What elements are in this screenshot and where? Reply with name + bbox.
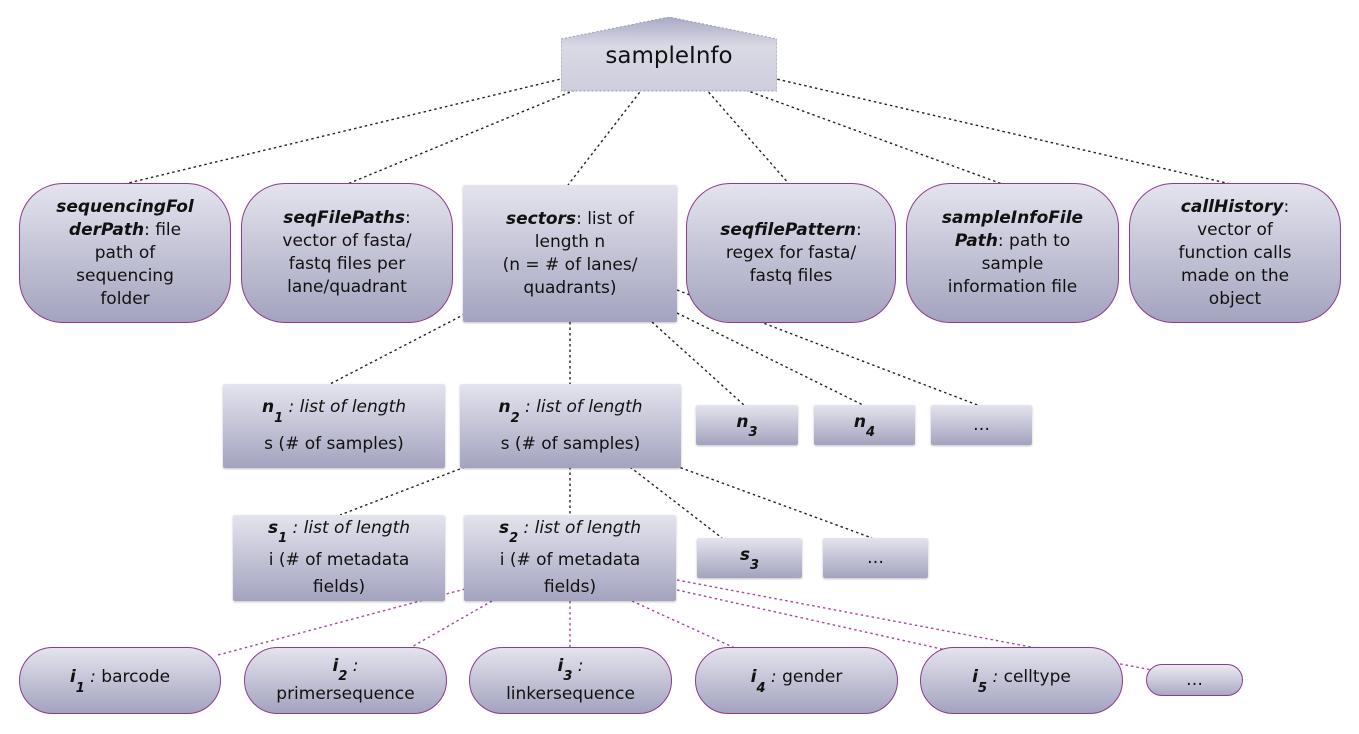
field-desc: : [405, 208, 411, 228]
field-sectors: sectors: list of length n (n = # of lanes/… [463, 185, 677, 322]
connector-sectors-n1 [329, 313, 466, 385]
field-sequencing-folder-path: sequencingFol derPath: file path of sequenc… [19, 183, 231, 323]
field-name: callHistory [1180, 196, 1284, 217]
field-name: Path [954, 231, 998, 251]
field-desc: function calls [1178, 242, 1292, 263]
field-name: seqfilePattern [720, 219, 856, 240]
lane-node-n3: n3 [696, 405, 798, 445]
field-name: derPath [68, 219, 145, 240]
sample-node-more: … [823, 538, 928, 578]
field-desc: path of [94, 242, 156, 263]
field-desc: (n = # of lanes/ [502, 254, 638, 275]
connector-s2-i4 [631, 600, 736, 649]
field-desc: fastq files per [288, 254, 406, 274]
field-desc: : [1283, 196, 1290, 217]
connector-sectors-more [676, 289, 981, 407]
field-desc: folder [100, 288, 150, 309]
sample-node-s3: s3 [697, 538, 802, 578]
field-desc: length n [534, 231, 606, 252]
field-name: sequencingFol [56, 196, 194, 217]
field-desc: quadrants) [523, 277, 617, 298]
field-seqfile-pattern: seqfilePattern: regex for fasta/fastq fil… [686, 183, 896, 323]
metadata-node-i5: i5 : celltype [920, 647, 1123, 714]
field-desc: vector of fasta/ [282, 231, 412, 251]
field-seq-file-paths: seqFilePaths: vector of fasta/fastq files… [241, 183, 453, 323]
metadata-node-i1: i1 : barcode [19, 647, 221, 714]
field-call-history: callHistory: vector of function calls made … [1129, 183, 1341, 323]
field-desc: sequencing [76, 265, 174, 286]
connector-s2-i1 [217, 588, 466, 656]
field-name: seqFilePaths [283, 208, 406, 228]
field-desc: : path to [997, 231, 1071, 251]
lane-node-more: … [931, 405, 1032, 445]
field-desc: fastq files [749, 265, 833, 286]
field-desc: lane/quadrant [287, 277, 407, 297]
connector-root-seqfolder [119, 77, 566, 186]
field-desc: information file [947, 277, 1078, 297]
field-name: sectors [506, 208, 577, 229]
lane-node-n4: n4 [814, 405, 915, 445]
metadata-node-more: … [1146, 664, 1243, 696]
connector-n2-more [664, 461, 873, 539]
connector-sectors-n4 [676, 312, 866, 407]
root-label: sampleInfo [605, 43, 732, 69]
sample-node-s1: s1 : list of length i (# of metadata field… [233, 515, 445, 601]
connector-root-seqfilepattern [704, 87, 791, 186]
field-desc: : list of [576, 208, 634, 229]
field-desc: regex for fasta/ [725, 242, 857, 263]
sample-node-s2: s2 : list of length i (# of metadata field… [464, 515, 676, 601]
connector-sectors-n3 [651, 321, 746, 407]
connector-root-seqfilepaths [344, 87, 581, 186]
field-desc: : [855, 219, 862, 240]
connector-root-sampleinfofilepath [739, 87, 1006, 186]
metadata-node-i4: i4 : gender [695, 647, 898, 714]
connector-root-sectors [567, 87, 644, 186]
root-node: sampleInfo [561, 17, 777, 92]
connector-s2-more [676, 579, 1169, 674]
metadata-node-i3: i3 : linkersequence [469, 647, 672, 714]
connector-n2-s1 [339, 466, 466, 516]
lane-node-n2: n2 : list of length s (# of samples) [460, 384, 681, 468]
connector-s2-i5 [676, 589, 956, 653]
metadata-node-i2: i2 : primersequence [244, 647, 447, 714]
connector-s2-i2 [409, 600, 493, 649]
connector-root-callhistory [771, 77, 1236, 186]
field-desc: object [1208, 288, 1262, 309]
field-desc: vector of [1197, 219, 1273, 240]
lane-node-n1: n1 : list of length s (# of samples) [223, 384, 445, 468]
field-desc: sample [981, 254, 1044, 274]
field-sample-info-file-path: sampleInfoFile Path: path to sample informa… [906, 183, 1119, 323]
field-name: sampleInfoFile [941, 208, 1084, 228]
field-desc: : file [144, 219, 182, 240]
field-desc: made on the [1180, 265, 1290, 286]
